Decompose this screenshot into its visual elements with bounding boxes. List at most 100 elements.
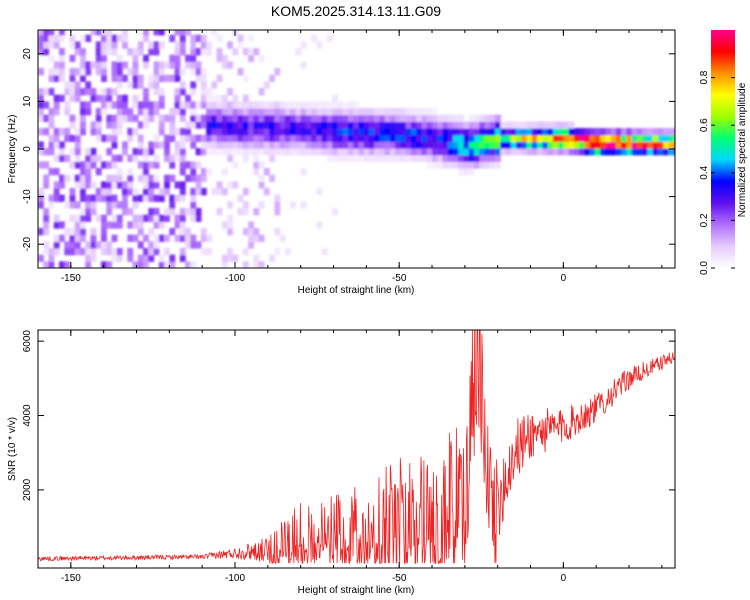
spectrogram-cell (284, 134, 291, 142)
spectrogram-cell (153, 161, 160, 169)
spectrogram-cell (594, 141, 601, 149)
spectrogram-cell (190, 234, 197, 242)
spectrogram-cell (216, 208, 223, 216)
spectrogram-cell (258, 181, 265, 189)
spectrogram-cell (237, 128, 244, 136)
spectrogram-x-ticks: -150 -100 -50 0 (37, 30, 663, 284)
spectrogram-cell (174, 141, 181, 149)
spectrogram-cell (479, 114, 486, 122)
spectrogram-cell (468, 154, 475, 162)
spectrogram-cell (64, 81, 71, 89)
spectrogram-cell (227, 108, 233, 116)
spectrogram-cell (137, 134, 144, 142)
spectrogram-cell (85, 174, 92, 182)
spectrogram-cell (274, 114, 281, 122)
spectrogram-cell (127, 114, 134, 122)
spectrogram-cell (148, 141, 155, 149)
spectrogram-cell (85, 34, 92, 43)
spectrogram-cell (295, 128, 302, 136)
spectrogram-cell (442, 148, 449, 156)
spectrogram-cell (153, 68, 160, 76)
spectrogram-cell (64, 261, 71, 268)
colorbar-ticks: 0.0 0.2 0.4 0.6 0.8 (699, 70, 735, 275)
spectrogram-cell (216, 148, 223, 156)
spectrogram-cell (195, 181, 202, 189)
spectrogram-cell (389, 121, 396, 129)
spectrogram-cell (80, 128, 86, 136)
spectrogram-cell (279, 121, 286, 129)
spectrogram-cell (442, 128, 449, 136)
spectrogram-cell (253, 141, 260, 149)
spectrogram-cell (164, 234, 170, 242)
spectrogram-cell (148, 74, 155, 83)
spectrogram-cell (116, 168, 123, 176)
spectrogram-cell (127, 188, 134, 196)
spectrogram-cell (106, 248, 113, 256)
spectrogram-cell (263, 101, 270, 109)
spectrogram-cell (531, 148, 538, 156)
spectrogram-cell (610, 141, 617, 149)
spectrogram-cell (158, 221, 165, 229)
spectrogram-cell (442, 114, 449, 122)
spectrogram-cell (74, 228, 81, 236)
spectrogram-cell (85, 214, 92, 222)
colorbar: 0.0 0.2 0.4 0.6 0.8 Normalized spectral ampl… (699, 30, 748, 275)
spectrogram-cell (552, 134, 559, 142)
spectrogram-cell (48, 108, 55, 116)
spectrogram-cell (232, 134, 239, 142)
spectrogram-cell (169, 261, 176, 268)
spectrogram-cell (447, 148, 454, 156)
spectrogram-cell (132, 261, 139, 268)
spectrogram-cell (253, 101, 260, 109)
spectrogram-cell (657, 141, 664, 149)
spectrogram-cell (636, 141, 643, 149)
spectrogram-cell (48, 54, 55, 63)
spectrogram-cell (74, 241, 81, 249)
spectrogram-cell (59, 74, 65, 83)
spectrogram-cell (468, 134, 475, 142)
spectrogram-cell (190, 241, 197, 249)
spectrogram-cell (279, 134, 286, 142)
spectrogram-cell (64, 241, 71, 249)
spectrogram-cell (190, 108, 197, 116)
spectrogram-cell (269, 154, 276, 162)
spectrogram-cell (69, 161, 76, 169)
spectrogram-cell (468, 128, 475, 136)
spectrogram-cell (421, 148, 428, 156)
spectrogram-cell (69, 188, 76, 196)
spectrogram-cell (53, 234, 60, 242)
spectrogram-cell (164, 188, 170, 196)
spectrogram-cell (295, 121, 302, 129)
spectrogram-cell (169, 61, 176, 69)
spectrogram-cell (605, 141, 612, 149)
spectrogram-cell (38, 228, 44, 236)
spectrogram-cell (284, 128, 291, 136)
spectrogram-cell (263, 81, 270, 89)
spectrogram-cell (405, 141, 412, 149)
spectrogram-cell (426, 121, 433, 129)
spectrogram-cell (305, 134, 312, 142)
spectrogram-cell (216, 134, 223, 142)
spectrogram-cell (227, 128, 233, 136)
spectrogram-cell (374, 108, 381, 116)
spectrogram-cell (80, 181, 86, 189)
spectrogram-cell (80, 194, 86, 202)
spectrogram-cell (122, 30, 128, 36)
spectrogram-cell (143, 154, 149, 162)
spectrogram-cell (116, 254, 123, 262)
spectrogram-cell (179, 194, 186, 202)
spectrogram-cell (626, 148, 633, 156)
spectrogram-cell (190, 161, 197, 169)
spectrogram-cell (200, 174, 207, 182)
spectrogram-cell (132, 48, 139, 56)
spectrogram-cell (227, 61, 233, 69)
spectrogram-cell (232, 48, 239, 56)
spectrogram-cell (143, 88, 149, 96)
spectrogram-cell (263, 168, 270, 176)
spectrogram-cell (584, 128, 591, 136)
spectrogram-cell (474, 148, 480, 156)
spectrogram-cell (158, 261, 165, 268)
spectrogram-cell (468, 161, 475, 169)
spectrogram-cell (153, 61, 160, 69)
spectrogram-cell (453, 128, 459, 136)
